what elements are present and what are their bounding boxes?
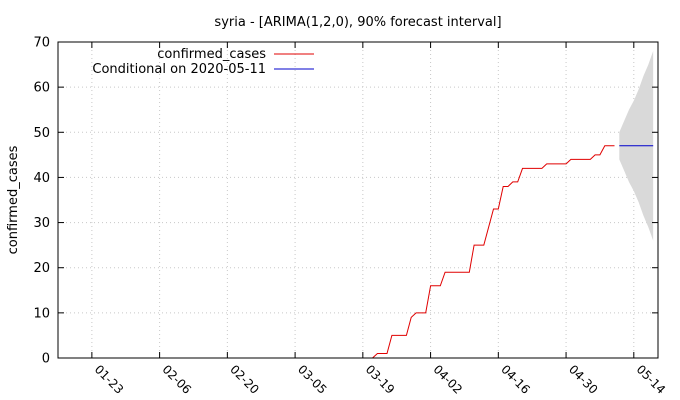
x-tick-label: 03-19 bbox=[363, 362, 398, 397]
x-tick-label: 02-20 bbox=[227, 362, 262, 397]
y-tick-label: 60 bbox=[33, 81, 50, 96]
x-tick-label: 04-02 bbox=[430, 362, 465, 397]
tick-layer bbox=[58, 41, 658, 359]
grid-layer bbox=[58, 42, 658, 358]
y-tick-labels: 0 10 20 30 40 50 60 70 bbox=[33, 36, 50, 367]
y-tick-label: 40 bbox=[33, 171, 50, 186]
x-tick-label: 04-30 bbox=[566, 362, 601, 397]
y-tick-label: 50 bbox=[33, 126, 50, 141]
confirmed-cases-line bbox=[372, 145, 615, 359]
legend-label-conditional: Conditional on 2020-05-11 bbox=[92, 62, 266, 77]
chart-title: syria - [ARIMA(1,2,0), 90% forecast inte… bbox=[214, 15, 501, 30]
x-tick-label: 03-05 bbox=[295, 362, 330, 397]
x-tick-label: 02-06 bbox=[159, 362, 194, 397]
y-tick-label: 30 bbox=[33, 216, 50, 231]
y-axis-label: confirmed_cases bbox=[6, 145, 21, 254]
series-layer bbox=[372, 145, 654, 359]
plot-frame bbox=[57, 41, 659, 359]
y-tick-label: 0 bbox=[42, 352, 50, 367]
legend: confirmed_cases Conditional on 2020-05-1… bbox=[92, 47, 314, 77]
y-tick-label: 70 bbox=[33, 36, 50, 51]
legend-label-confirmed-cases: confirmed_cases bbox=[157, 47, 266, 62]
x-tick-label: 01-23 bbox=[92, 362, 127, 397]
y-tick-label: 10 bbox=[33, 306, 50, 321]
x-tick-labels: 01-23 02-06 02-20 03-05 03-19 04-02 04-16 04-30… bbox=[92, 362, 668, 397]
x-tick-label: 04-16 bbox=[498, 362, 533, 397]
x-tick-label: 05-14 bbox=[634, 362, 669, 397]
y-tick-label: 20 bbox=[33, 261, 50, 276]
